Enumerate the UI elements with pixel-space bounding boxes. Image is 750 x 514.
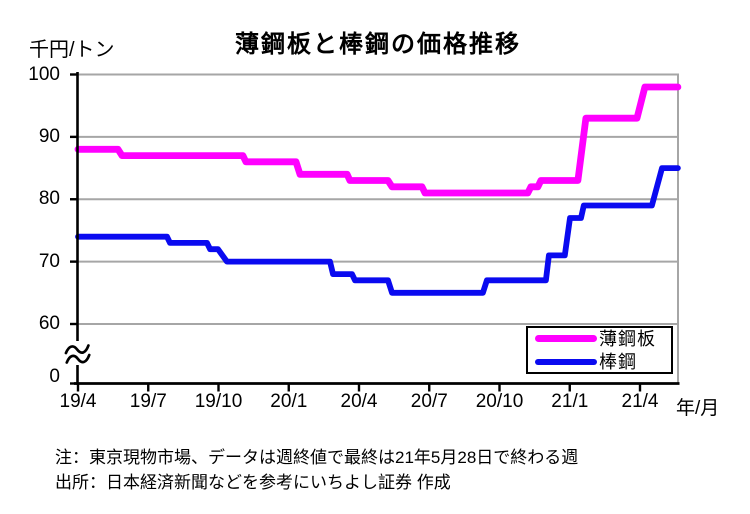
chart-title: 薄鋼板と棒鋼の価格推移 [235, 31, 521, 58]
y-tick-label-0: 0 [49, 365, 60, 387]
footnote-data-note: 注：東京現物市場、データは週終値で最終は21年5月28日で終わる週 [55, 448, 579, 467]
series-line-steel-bar [75, 165, 681, 296]
legend-item-steel-bar: 棒鋼 [535, 352, 671, 372]
y-axis-unit-label: 千円/トン [29, 39, 115, 61]
y-tick-label-60: 60 [38, 313, 60, 334]
axis-break-icon [64, 344, 91, 364]
y-tick-label-70: 70 [38, 250, 60, 272]
x-tick-label-21-1: 21/1 [551, 391, 589, 412]
y-tick-label-90: 90 [38, 125, 60, 147]
axis-break-tilde [64, 344, 90, 355]
legend-item-thin-steel-sheet: 薄鋼板 [535, 329, 671, 349]
footnote-source-credit: 出所：日本経済新聞などを参考にいちよし証券 作成 [55, 473, 451, 492]
legend-label-thin-steel-sheet: 薄鋼板 [599, 328, 656, 349]
legend: 薄鋼板 棒鋼 [526, 326, 673, 374]
axis-break-tilde [65, 353, 91, 364]
legend-label-steel-bar: 棒鋼 [599, 351, 637, 372]
x-tick-label-21-4: 21/4 [621, 391, 659, 412]
thin-steel-sheet-line-swatch [535, 335, 597, 342]
x-tick-label-20-10: 20/10 [475, 391, 524, 412]
y-tick-label-80: 80 [38, 188, 60, 210]
x-tick-label-19-7: 19/7 [129, 391, 167, 412]
x-tick-label-20-7: 20/7 [410, 391, 448, 412]
steel-bar-line-swatch [535, 358, 597, 365]
x-tick-label-19-10: 19/10 [194, 391, 243, 412]
x-axis-unit-label: 年/月 [676, 398, 720, 419]
series-line-thin-steel-sheet [74, 83, 682, 197]
x-tick-label-20-1: 20/1 [270, 391, 308, 412]
y-tick-label-100: 100 [28, 63, 60, 85]
x-tick-label-20-4: 20/4 [340, 391, 378, 412]
x-tick-label-19-4: 19/4 [59, 391, 97, 412]
